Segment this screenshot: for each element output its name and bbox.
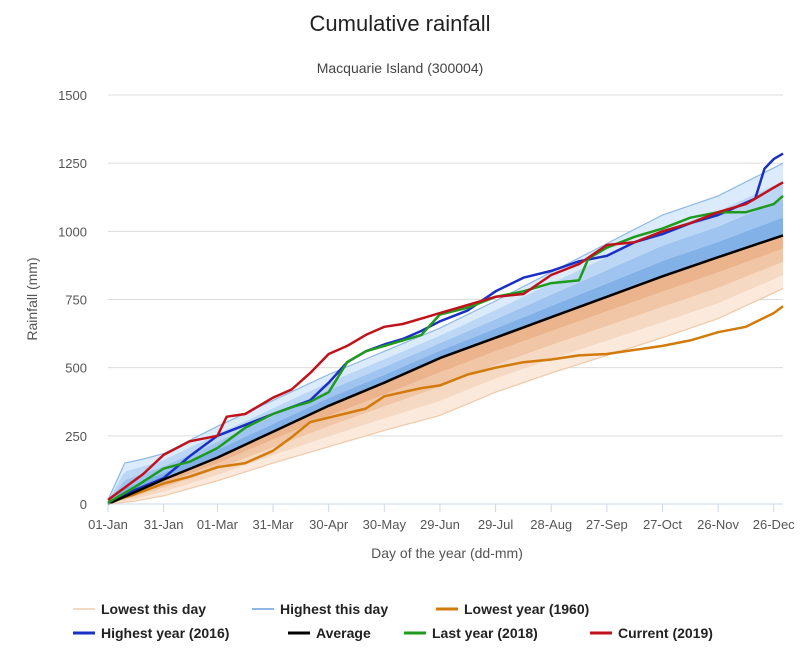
y-axis-title: Rainfall (mm) <box>24 257 40 340</box>
legend-item-lowest-this-day[interactable]: Lowest this day <box>73 601 206 617</box>
legend-label: Lowest this day <box>101 601 206 617</box>
x-tick-label: 27-Sep <box>586 517 628 532</box>
lowest-this-day-line <box>107 288 784 505</box>
x-tick-label: 01-Jan <box>88 517 128 532</box>
series-line-highest-year-2016 <box>107 152 784 504</box>
y-tick-label: 0 <box>80 497 87 512</box>
x-tick-label: 28-Aug <box>530 517 572 532</box>
chart-title: Cumulative rainfall <box>310 11 491 36</box>
x-tick-label: 27-Oct <box>643 517 682 532</box>
legend-item-current-2019[interactable]: Current (2019) <box>590 625 713 641</box>
band-layer <box>107 162 784 505</box>
series-layer <box>107 152 784 506</box>
x-tick-label: 30-May <box>363 517 407 532</box>
x-tick-label: 29-Jul <box>478 517 514 532</box>
legend-label: Lowest year (1960) <box>464 601 589 617</box>
upper-band-3 <box>108 217 783 504</box>
y-tick-label: 750 <box>65 293 87 308</box>
series-line-lowest-year-1960 <box>107 305 784 504</box>
legend-label: Average <box>316 625 371 641</box>
highest-this-day-line <box>107 162 784 501</box>
legend-item-highest-year-2016[interactable]: Highest year (2016) <box>73 625 229 641</box>
upper-band-0 <box>108 163 783 501</box>
lower-band-2 <box>108 248 783 504</box>
x-tick-label: 26-Nov <box>697 517 739 532</box>
x-axis-title: Day of the year (dd-mm) <box>371 545 523 561</box>
x-tick-label: 31-Jan <box>144 517 184 532</box>
y-tick-label: 250 <box>65 429 87 444</box>
y-tick-label: 1500 <box>58 88 87 103</box>
series-line-average <box>107 234 784 506</box>
legend-label: Last year (2018) <box>432 625 538 641</box>
legend-label: Highest year (2016) <box>101 625 229 641</box>
x-tick-label: 29-Jun <box>420 517 460 532</box>
series-line-current-2019 <box>107 181 784 501</box>
legend: Lowest this day Highest this day Lowest ye… <box>73 601 713 641</box>
upper-band-1 <box>108 181 783 502</box>
legend-item-average[interactable]: Average <box>288 625 371 641</box>
legend-item-highest-this-day[interactable]: Highest this day <box>252 601 388 617</box>
x-tick-label: 26-Dec <box>753 517 795 532</box>
x-tick-label: 01-Mar <box>197 517 239 532</box>
legend-label: Current (2019) <box>618 625 713 641</box>
axis-layer: 0 250 500 750 1000 1250 1500 01-Jan 31-Jan 01-Mar… <box>58 88 795 532</box>
legend-item-last-year-2018[interactable]: Last year (2018) <box>404 625 538 641</box>
legend-label: Highest this day <box>280 601 388 617</box>
lower-band-3 <box>108 235 783 504</box>
y-tick-label: 500 <box>65 361 87 376</box>
chart-subtitle: Macquarie Island (300004) <box>317 60 484 76</box>
legend-item-lowest-year-1960[interactable]: Lowest year (1960) <box>436 601 589 617</box>
x-tick-label: 30-Apr <box>309 517 349 532</box>
series-line-last-year-2018 <box>107 194 784 504</box>
x-tick-label: 31-Mar <box>252 517 294 532</box>
y-tick-label: 1250 <box>58 156 87 171</box>
upper-band-2 <box>108 199 783 504</box>
y-tick-label: 1000 <box>58 224 87 239</box>
